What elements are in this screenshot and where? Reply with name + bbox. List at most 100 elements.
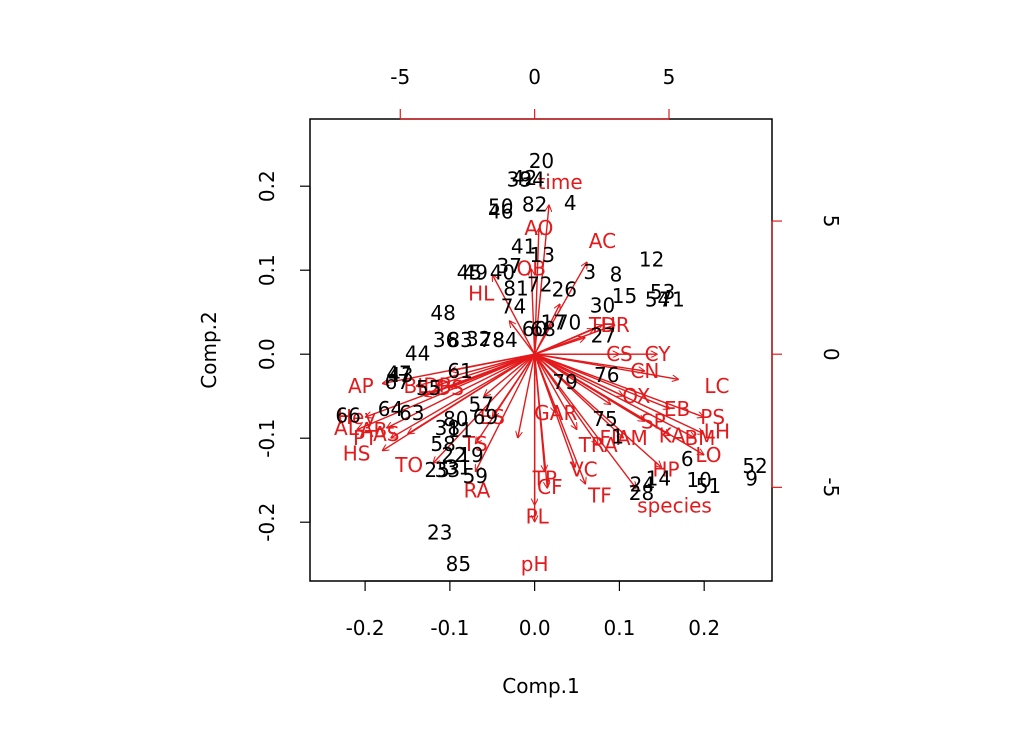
loading-arrow	[357, 353, 535, 430]
observation-label: 8	[610, 262, 623, 286]
observation-label: 82	[522, 193, 547, 217]
loading-label: TF	[587, 483, 612, 507]
loading-label: HS	[343, 441, 371, 465]
loading-arrows	[357, 205, 705, 523]
observation-label: 32	[466, 327, 491, 351]
observation-label: 59	[463, 464, 488, 488]
observation-label: 61	[447, 359, 472, 383]
loading-label: BM	[684, 426, 715, 450]
right-tick-label: 5	[819, 215, 843, 228]
loading-arrow	[433, 353, 536, 463]
observation-label: 22	[441, 443, 466, 467]
observation-label: 69	[473, 405, 498, 429]
loading-arrow	[518, 354, 536, 438]
observation-label: 47	[386, 362, 411, 386]
y-tick-label: 0.0	[255, 338, 279, 370]
loading-label: VC	[570, 457, 598, 481]
loading-arrow	[533, 205, 549, 355]
loading-arrow	[534, 353, 662, 467]
loading-arrow	[534, 329, 594, 355]
loading-label: OX	[622, 384, 650, 408]
top-tick-label: 5	[663, 65, 676, 89]
loading-arrow	[509, 321, 536, 355]
loading-arrow	[534, 337, 586, 355]
loading-label: TO	[394, 453, 423, 477]
observation-label: 3	[583, 260, 596, 284]
observation-label: 75	[592, 407, 617, 431]
loading-label: TH	[588, 313, 616, 337]
loading-axis-right: -5 0 5	[771, 215, 843, 497]
observation-label: 13	[530, 243, 555, 267]
y-axis-label: Comp.2	[197, 311, 221, 388]
observation-label: 72	[527, 272, 552, 296]
loading-label: EB	[664, 397, 690, 421]
observation-label: 70	[556, 310, 581, 334]
observation-label: 4	[564, 191, 577, 215]
loading-arrow	[534, 353, 705, 456]
y-tick-label: -0.2	[255, 503, 279, 542]
observation-label: 74	[501, 294, 526, 318]
observation-label: 28	[629, 481, 654, 505]
loading-label: species	[637, 493, 712, 517]
observation-label: 68	[530, 317, 555, 341]
loading-arrow	[533, 353, 586, 484]
observation-label: 42	[512, 166, 537, 190]
loading-arrow	[475, 353, 536, 444]
loading-label: LH	[704, 419, 730, 443]
observation-label: 78	[480, 328, 505, 352]
observation-label: 50	[488, 194, 513, 218]
observation-label: 26	[552, 278, 577, 302]
loading-label: CS	[606, 342, 633, 366]
y-tick-label: 0.2	[255, 170, 279, 202]
observation-label: 33	[435, 458, 460, 482]
loading-arrow	[386, 353, 535, 429]
observation-label: 10	[686, 468, 711, 492]
observation-label: 84	[492, 328, 517, 352]
top-tick-label: 0	[528, 65, 541, 89]
loading-arrow	[534, 353, 637, 488]
loading-arrow	[534, 353, 705, 417]
observation-label: 14	[646, 467, 671, 491]
observation-label: 30	[590, 293, 615, 317]
loading-arrow	[534, 353, 624, 438]
loading-arrow	[391, 353, 535, 439]
observation-label: 6	[681, 447, 694, 471]
loading-arrow	[484, 353, 536, 396]
x-axis-label: Comp.1	[502, 674, 579, 698]
loading-axis-top: -5 0 5	[390, 65, 676, 120]
loading-arrow	[533, 228, 539, 355]
loading-label: AL	[334, 416, 360, 440]
loading-arrow	[424, 353, 535, 396]
loading-label: CN	[630, 359, 659, 383]
loading-label: time	[537, 170, 582, 194]
loading-label: AS	[373, 422, 399, 446]
observation-label: 85	[446, 552, 471, 576]
observation-label: 37	[496, 254, 521, 278]
observation-label: 1	[611, 425, 624, 449]
loading-label: pH	[521, 552, 549, 576]
y-tick-label: 0.1	[255, 254, 279, 286]
observation-label: 53	[650, 280, 675, 304]
loading-label: AB	[360, 418, 387, 442]
loading-label: CY	[645, 342, 672, 366]
observation-label: 31	[446, 456, 471, 480]
observation-label: 46	[488, 199, 513, 223]
observation-label: 58	[430, 432, 455, 456]
observation-label: 44	[405, 341, 430, 365]
y-axis: -0.2 -0.1 0.0 0.1 0.2	[255, 170, 311, 542]
loading-label: OB	[517, 257, 546, 281]
loading-label: PS	[700, 405, 725, 429]
observation-label: 39	[507, 167, 532, 191]
right-tick-label: -5	[819, 477, 843, 497]
loading-label: HL	[468, 282, 495, 306]
observation-label: 17	[541, 310, 566, 334]
loading-label: AC	[589, 229, 616, 253]
loading-arrow	[531, 269, 536, 355]
loading-arrow	[534, 353, 696, 439]
observation-label: 23	[427, 520, 452, 544]
observation-label: 20	[529, 149, 554, 173]
loading-label: DP	[423, 373, 450, 397]
loading-label: KA	[659, 424, 686, 448]
loading-arrow	[533, 354, 545, 472]
